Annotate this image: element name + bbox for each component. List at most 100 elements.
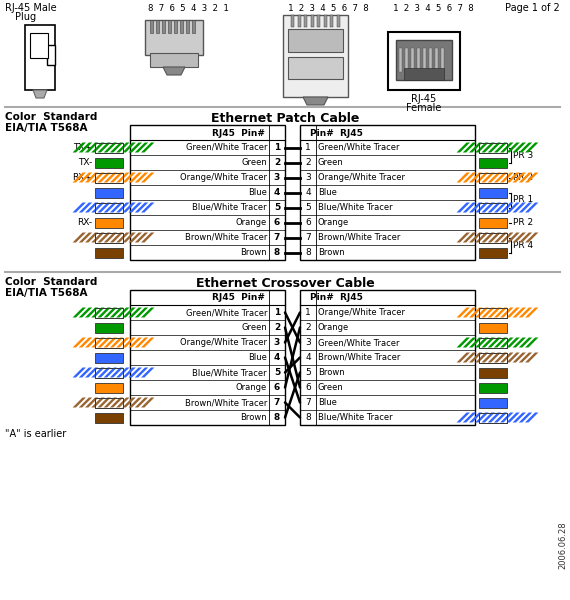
Polygon shape	[79, 337, 92, 347]
Bar	[150, 53, 198, 67]
Bar	[47, 45, 55, 65]
Polygon shape	[129, 232, 142, 242]
Polygon shape	[475, 142, 488, 152]
Text: 4: 4	[305, 353, 311, 362]
Polygon shape	[72, 232, 86, 242]
Polygon shape	[519, 413, 532, 422]
Text: Orange: Orange	[318, 218, 349, 227]
Polygon shape	[129, 337, 142, 347]
Text: Green/White Tracer: Green/White Tracer	[318, 338, 400, 347]
Polygon shape	[500, 337, 514, 347]
Text: 1: 1	[305, 308, 311, 317]
Polygon shape	[506, 232, 520, 242]
Text: 1: 1	[274, 143, 280, 152]
Polygon shape	[72, 202, 86, 212]
Bar	[479, 157, 507, 167]
Bar	[95, 413, 123, 422]
Polygon shape	[494, 142, 507, 152]
Polygon shape	[519, 142, 532, 152]
Polygon shape	[135, 337, 148, 347]
Bar	[479, 142, 507, 152]
Text: Orange/White Tracer: Orange/White Tracer	[180, 338, 267, 347]
Polygon shape	[116, 307, 129, 317]
Polygon shape	[525, 307, 539, 317]
Bar	[95, 173, 123, 182]
Bar	[479, 142, 507, 152]
Polygon shape	[85, 337, 99, 347]
Text: EIA/TIA T568A: EIA/TIA T568A	[5, 288, 88, 298]
Text: Brown/White Tracer: Brown/White Tracer	[185, 398, 267, 407]
Bar	[130, 290, 285, 425]
Polygon shape	[72, 173, 86, 182]
Text: Orange: Orange	[236, 383, 267, 392]
Bar	[95, 173, 123, 182]
Bar	[300, 125, 475, 260]
Text: 7: 7	[305, 398, 311, 407]
Text: 3: 3	[305, 173, 311, 182]
Bar	[95, 397, 123, 407]
Polygon shape	[457, 202, 470, 212]
Polygon shape	[104, 173, 117, 182]
Bar	[95, 232, 123, 242]
Polygon shape	[475, 202, 488, 212]
Bar	[95, 217, 123, 227]
Text: 1 2 3 4 5 6 7 8: 1 2 3 4 5 6 7 8	[288, 4, 369, 13]
Bar	[479, 187, 507, 197]
Text: PR 1: PR 1	[513, 196, 534, 205]
Bar	[95, 337, 123, 347]
Polygon shape	[482, 337, 495, 347]
Polygon shape	[463, 202, 476, 212]
Bar	[130, 125, 285, 260]
Polygon shape	[163, 67, 185, 75]
Text: 8: 8	[274, 248, 280, 257]
Text: TX+: TX+	[73, 143, 92, 152]
Polygon shape	[512, 142, 526, 152]
Bar	[404, 68, 444, 80]
Bar	[479, 337, 507, 347]
Polygon shape	[457, 337, 470, 347]
Polygon shape	[79, 232, 92, 242]
Bar	[95, 187, 123, 197]
Polygon shape	[104, 367, 117, 377]
Bar	[479, 337, 507, 347]
Polygon shape	[116, 367, 129, 377]
Polygon shape	[457, 142, 470, 152]
Bar	[95, 383, 123, 392]
Polygon shape	[97, 173, 111, 182]
Text: Plug: Plug	[15, 12, 36, 22]
Bar	[479, 323, 507, 332]
Bar	[95, 352, 123, 362]
Polygon shape	[525, 337, 539, 347]
Text: Blue: Blue	[248, 353, 267, 362]
Text: Brown/White Tracer: Brown/White Tracer	[185, 233, 267, 242]
Bar	[479, 307, 507, 317]
Polygon shape	[116, 173, 129, 182]
Bar	[95, 337, 123, 347]
Polygon shape	[519, 232, 532, 242]
Bar	[411, 48, 414, 72]
Bar	[479, 173, 507, 182]
Polygon shape	[110, 307, 123, 317]
Text: Green/White Tracer: Green/White Tracer	[185, 143, 267, 152]
Polygon shape	[110, 337, 123, 347]
Bar	[396, 40, 452, 80]
Polygon shape	[482, 413, 495, 422]
Text: 1 2 3 4 5 6 7 8: 1 2 3 4 5 6 7 8	[393, 4, 474, 13]
Bar	[435, 48, 438, 72]
Polygon shape	[506, 413, 520, 422]
Bar	[95, 202, 123, 212]
Polygon shape	[488, 142, 501, 152]
Polygon shape	[116, 232, 129, 242]
Text: Green: Green	[241, 158, 267, 167]
Text: 5: 5	[274, 368, 280, 377]
Bar	[168, 20, 171, 33]
Text: Blue: Blue	[318, 398, 337, 407]
Text: Color  Standard: Color Standard	[5, 277, 97, 287]
Polygon shape	[91, 232, 105, 242]
Polygon shape	[475, 232, 488, 242]
Polygon shape	[469, 352, 482, 362]
Bar	[95, 323, 123, 332]
Polygon shape	[110, 232, 123, 242]
Polygon shape	[104, 307, 117, 317]
Bar	[304, 15, 307, 27]
